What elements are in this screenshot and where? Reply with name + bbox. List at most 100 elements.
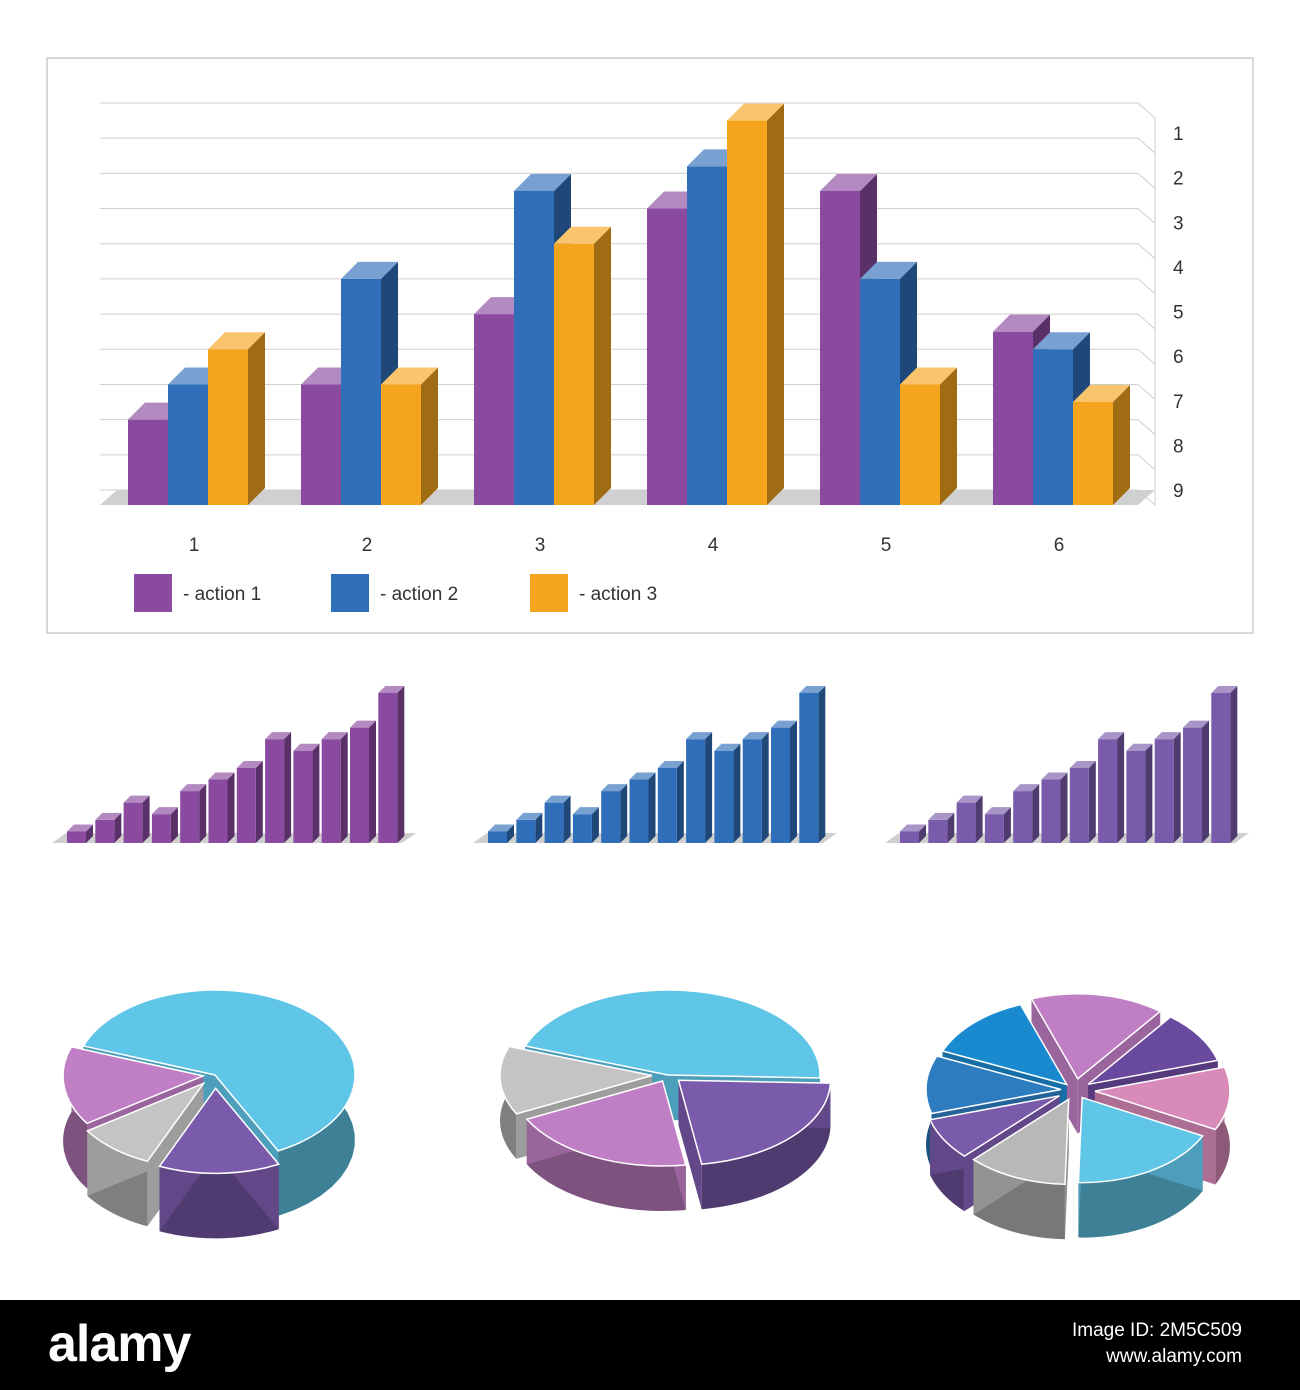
small-bar [1154,732,1181,843]
pie-slice [525,1080,687,1167]
pie-chart-3 [925,993,1231,1240]
gridline-depth [1137,137,1156,154]
small-bar [350,720,376,843]
pie-slice [158,1087,281,1175]
small-bar [900,824,926,843]
pie-slice [1030,993,1162,1080]
image-id-block: Image ID: 2M5C509 www.alamy.com [1072,1318,1242,1370]
small-bar [1041,772,1068,843]
small-bar [629,772,656,843]
small-bar [544,795,571,843]
small-bar [1183,720,1209,843]
small-bar [151,807,178,843]
pie-slice [86,1081,206,1163]
bar-6-2 [1033,332,1090,505]
y-tick-label: 2 [1173,169,1184,190]
bar-4-3 [727,103,784,505]
gridline-depth [1137,454,1156,471]
small-bar [95,812,122,843]
small-bar [321,732,348,843]
x-tick-label: 2 [362,535,373,556]
y-tick-label: 7 [1173,392,1184,413]
x-tick-label: 3 [535,535,546,556]
watermark-footer: alamy Image ID: 2M5C509 www.alamy.com [0,1300,1300,1390]
pie-slice [677,1079,832,1166]
brand-logo: alamy [48,1315,191,1373]
pie-slice [1094,1066,1231,1131]
legend-label: - action 3 [579,584,657,605]
y-tick-label: 6 [1173,347,1184,368]
small-bar [572,807,599,843]
small-bar [686,732,713,843]
pie-slice [1077,1096,1204,1184]
y-tick-label: 1 [1173,124,1184,145]
small-bar [657,761,684,843]
pie-slice [1087,1016,1219,1086]
gridline-depth [1137,243,1156,260]
pie-slice [972,1097,1070,1185]
small-bar [928,812,955,843]
small-bar [984,807,1011,843]
legend-label: - action 1 [183,584,261,605]
small-bar [208,772,235,843]
small-bar [123,795,150,843]
pie-slice [941,1003,1069,1086]
y-tick-label: 5 [1173,303,1184,324]
small-bar [1069,761,1096,843]
small-bar [488,824,514,843]
chart-canvas: 1 2 3 4 5 6 7 8 9 1 2 3 4 5 6 - action 1 - action 2 - act… [46,57,1254,1240]
bar-6-3 [1073,385,1130,505]
small-bar-chart-2 [473,686,837,843]
pie-slice [499,1045,653,1115]
small-bar [799,686,826,843]
gridline-depth [1137,419,1156,436]
bar-5-3 [900,367,957,505]
small-bar [293,743,320,843]
small-bar-chart-1 [52,686,416,843]
bar-3-3 [554,226,611,505]
pie-slice [925,1055,1062,1115]
gridline-depth [1137,313,1156,330]
gridline-depth [1137,278,1156,295]
y-tick-label: 3 [1173,213,1184,234]
x-tick-label: 1 [189,535,200,556]
small-bar [771,720,797,843]
legend-swatch [530,574,568,612]
gridline-depth [1137,208,1156,224]
x-tick-label: 6 [1054,535,1065,556]
pie-chart-2 [499,989,832,1211]
x-tick-label: 4 [708,535,719,556]
gridline-depth [1137,102,1156,119]
gridline-depth [1137,172,1156,189]
gridline-depth [1137,348,1156,365]
small-bar [1098,732,1125,843]
small-bar [742,732,769,843]
legend-label: - action 2 [380,584,458,605]
pie-slice [928,1095,1060,1158]
bar-1-3 [208,332,265,505]
small-bar [714,743,741,843]
y-tick-label: 9 [1173,481,1184,502]
pie-chart-1 [62,989,356,1239]
pie-slice [82,989,356,1152]
small-bar-chart-3 [885,686,1249,843]
small-bar [956,795,983,843]
image-id-text: Image ID: 2M5C509 [1071,1320,1242,1341]
x-tick-label: 5 [881,535,892,556]
legend-swatch [134,574,172,612]
small-bar [601,784,628,843]
y-tick-label: 8 [1173,436,1184,457]
small-bar [1211,686,1238,843]
small-bar [516,812,543,843]
pie-slice [62,1045,206,1125]
small-bar [1126,743,1153,843]
pie-slice [523,989,821,1079]
site-url: www.alamy.com [1106,1346,1242,1367]
small-bar [1013,784,1040,843]
small-bar [67,824,93,843]
gridline-depth [1137,384,1156,400]
small-bar [236,761,263,843]
y-tick-label: 4 [1173,258,1184,279]
small-bar [180,784,207,843]
bar-2-3 [381,367,438,505]
